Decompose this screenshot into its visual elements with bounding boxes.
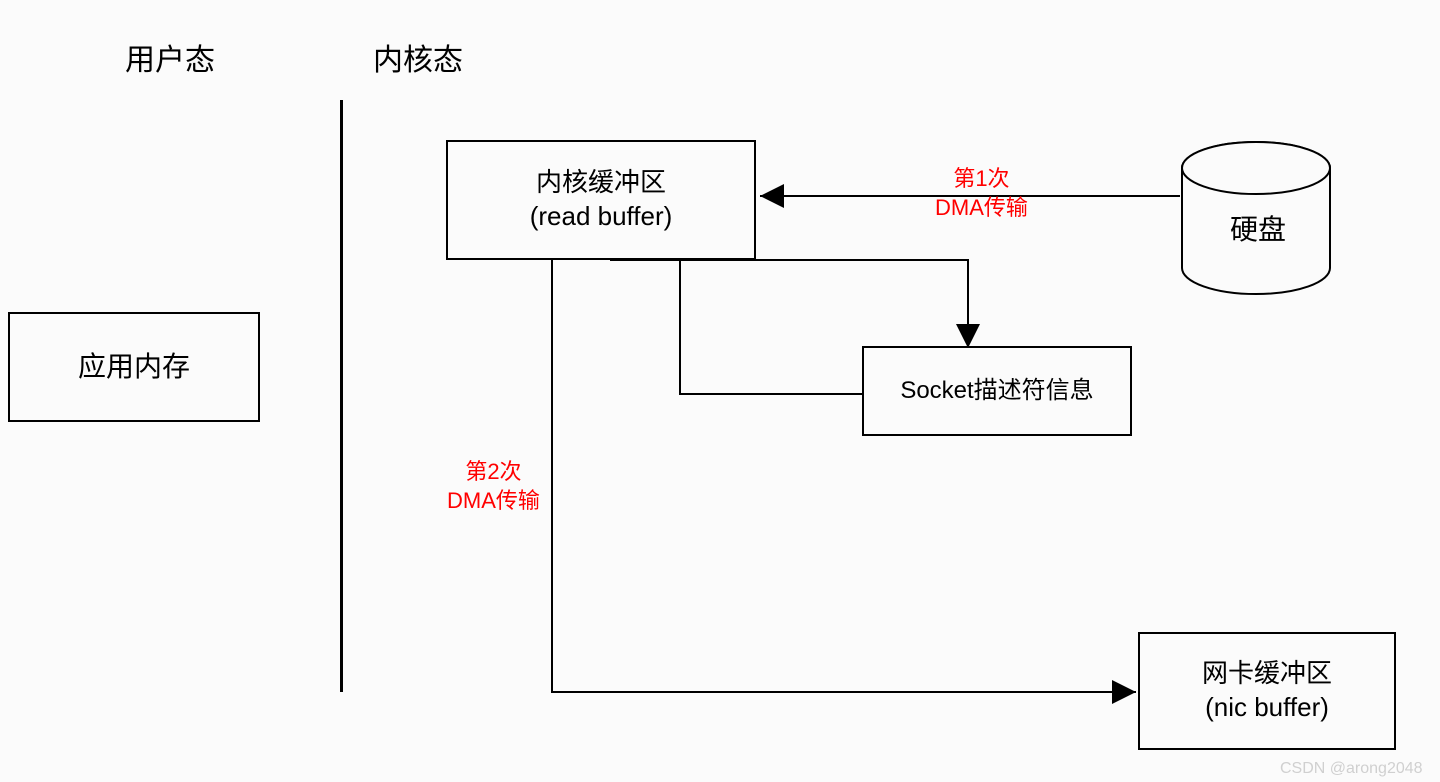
edge-label-dma1-line1: 第1次 [953,166,1009,191]
watermark: CSDN @arong2048 [1280,760,1423,778]
edge-label-dma2: 第2次 DMA传输 [447,458,540,515]
edges-layer [0,0,1440,782]
edge-label-dma2-line2: DMA传输 [447,488,540,513]
edge-label-dma1-line2: DMA传输 [935,195,1028,220]
edge-label-dma1: 第1次 DMA传输 [935,165,1028,222]
edge-readbuffer-to-socket-top [610,260,968,348]
edge-readbuffer-to-nic [552,260,1136,692]
edge-readbuffer-to-socket [680,260,862,394]
edge-label-dma2-line1: 第2次 [465,459,521,484]
